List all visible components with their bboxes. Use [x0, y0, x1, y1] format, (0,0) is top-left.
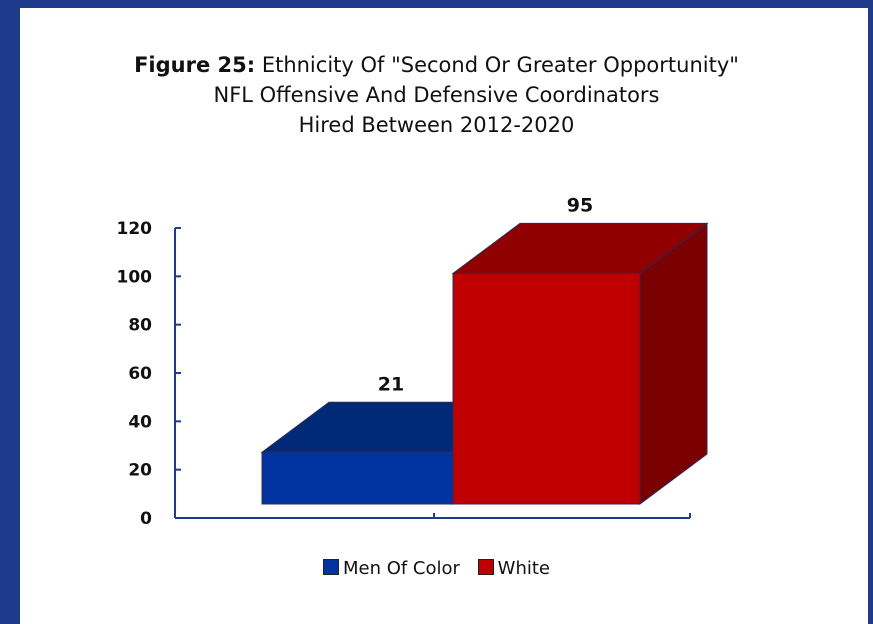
title-line-1: Figure 25: Ethnicity Of "Second Or Great…: [0, 50, 873, 80]
title-line-2: NFL Offensive And Defensive Coordinators: [213, 83, 660, 107]
y-tick-label-80: 80: [128, 316, 152, 336]
bar-front-white: [452, 272, 641, 505]
bars: [260, 222, 709, 505]
y-tick-label-40: 40: [128, 412, 152, 432]
data-label-men-of-color: 21: [378, 373, 404, 395]
figure-number: Figure 25:: [134, 53, 256, 77]
legend-swatch-white: [477, 559, 494, 575]
title-line-3: Hired Between 2012-2020: [298, 113, 575, 137]
legend-swatch-men-of-color: [322, 559, 339, 575]
data-labels: 21 95: [378, 194, 593, 395]
axes: 0 20 40 60 80 100 120: [117, 219, 691, 529]
legend-label-white: White: [497, 558, 551, 579]
y-tick-label-0: 0: [140, 509, 152, 529]
chart-title: Figure 25: Ethnicity Of "Second Or Great…: [0, 50, 873, 140]
legend-item-men-of-color: Men Of Color: [322, 558, 460, 579]
bar-front-men-of-color: [261, 451, 454, 505]
title-text-1: Ethnicity Of "Second Or Greater Opportun…: [261, 53, 739, 77]
y-tick-label-100: 100: [117, 267, 153, 287]
bar-white: [451, 222, 709, 505]
legend-label-men-of-color: Men Of Color: [342, 558, 460, 579]
y-tick-label-120: 120: [117, 219, 153, 239]
y-tick-label-20: 20: [128, 461, 152, 481]
legend-item-white: White: [477, 558, 551, 579]
y-tick-label-60: 60: [128, 364, 152, 384]
chart-panel: [20, 8, 868, 624]
data-label-white: 95: [567, 194, 593, 216]
legend: Men Of Color White: [0, 558, 873, 579]
